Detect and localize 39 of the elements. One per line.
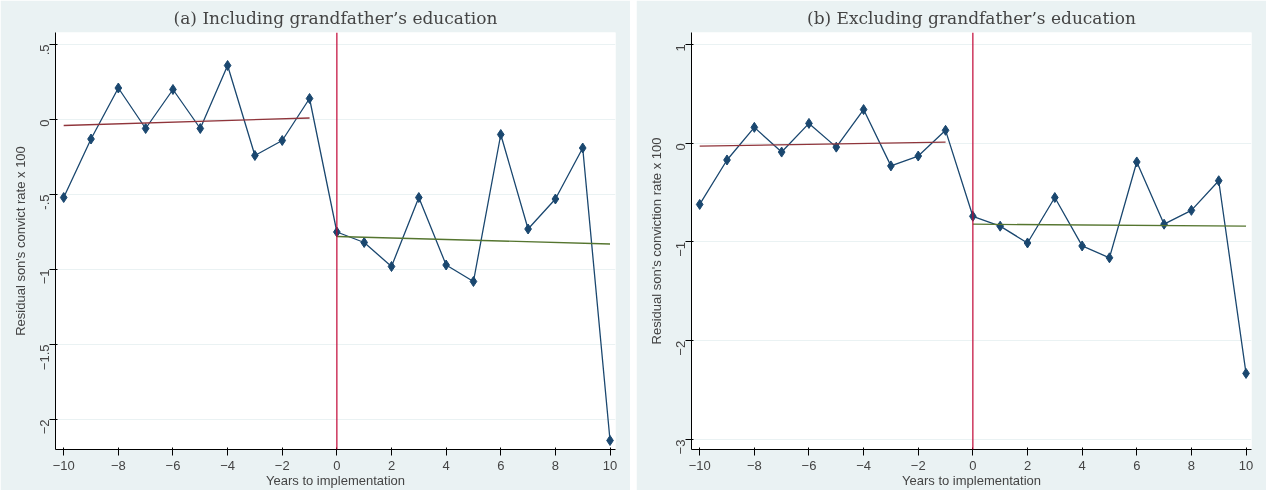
x-tick-label: −8 xyxy=(746,457,762,473)
y-tick-label: −2 xyxy=(37,419,52,435)
x-tick-label: 0 xyxy=(333,457,341,473)
x-axis-title: Years to implementation xyxy=(902,472,1042,488)
y-tick-label: −2 xyxy=(673,340,688,356)
y-tick-label: −1 xyxy=(37,269,52,285)
x-tick-label: 8 xyxy=(1187,457,1196,473)
chart-title: (b) Excluding grandfather’s education xyxy=(807,7,1137,28)
x-tick-label: −8 xyxy=(110,457,126,473)
y-tick-label: −1.5 xyxy=(37,344,52,371)
chart-title: (a) Including grandfather’s education xyxy=(173,7,498,28)
x-tick-label: 0 xyxy=(969,457,977,473)
x-tick-label: −10 xyxy=(52,457,75,473)
x-tick-label: −6 xyxy=(801,457,817,473)
x-tick-label: −2 xyxy=(274,457,290,473)
x-tick-label: 2 xyxy=(387,457,396,473)
y-tick-label: 0 xyxy=(37,119,52,127)
x-tick-label: 10 xyxy=(1238,457,1254,473)
x-tick-label: 2 xyxy=(1023,457,1032,473)
x-tick-label: −4 xyxy=(856,457,872,473)
x-tick-label: −6 xyxy=(165,457,181,473)
y-tick-label: -.5 xyxy=(37,194,52,210)
y-tick-label: 1 xyxy=(673,44,688,52)
x-tick-label: 4 xyxy=(442,457,450,473)
y-tick-label: 0 xyxy=(673,143,688,151)
y-axis-title: Residual son's conviction rate x 100 xyxy=(648,137,664,345)
y-axis-title: Residual son's convict rate x 100 xyxy=(12,146,28,336)
x-tick-label: −10 xyxy=(688,457,711,473)
x-tick-label: 10 xyxy=(602,457,618,473)
y-tick-label: −1 xyxy=(673,241,688,257)
x-tick-label: −4 xyxy=(220,457,236,473)
x-tick-label: 6 xyxy=(1133,457,1141,473)
x-tick-label: −2 xyxy=(910,457,926,473)
x-tick-label: 8 xyxy=(551,457,560,473)
y-tick-label: −3 xyxy=(673,439,688,455)
x-axis-title: Years to implementation xyxy=(266,472,406,488)
x-tick-label: 6 xyxy=(497,457,505,473)
y-tick-label: .5 xyxy=(37,44,52,56)
x-tick-label: 4 xyxy=(1078,457,1086,473)
